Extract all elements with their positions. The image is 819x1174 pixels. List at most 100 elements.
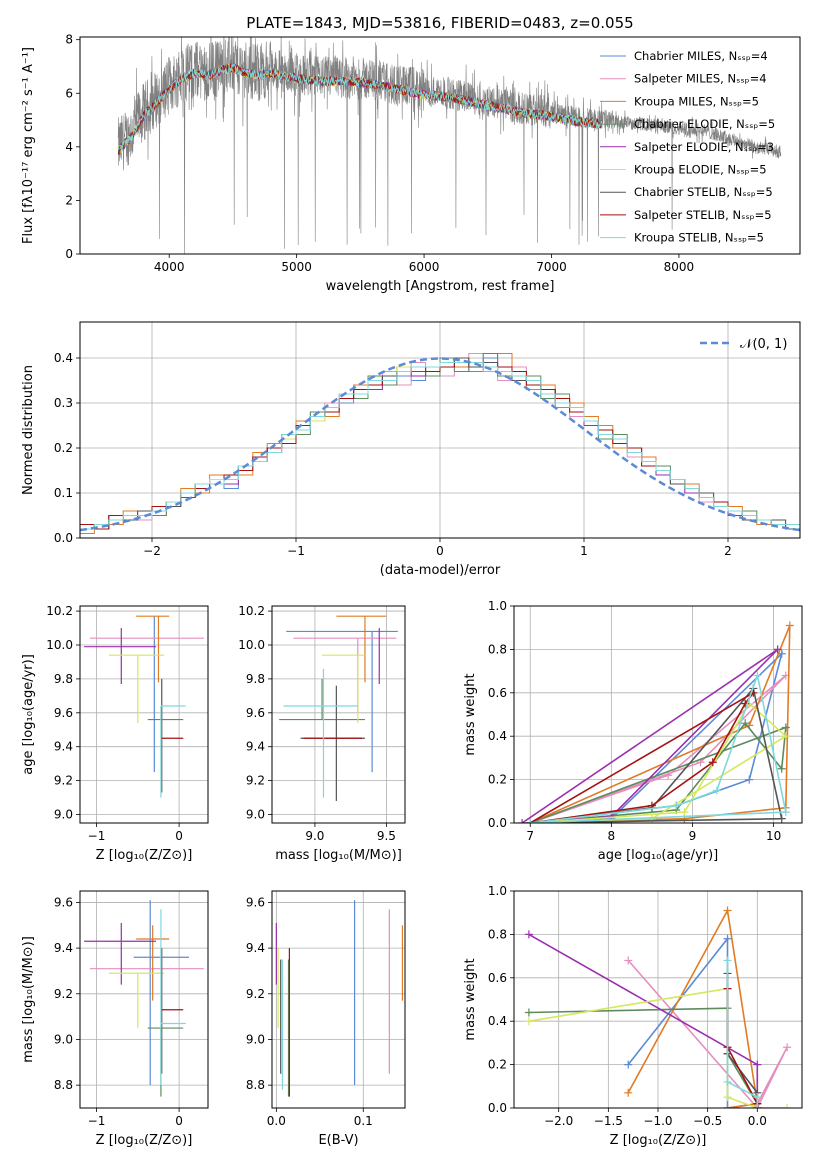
mass-weight-vs-age-ytick-label: 1.0 <box>488 599 507 613</box>
mass-weight-vs-age-ytick-label: 0.8 <box>488 642 507 656</box>
residual-histogram-frame <box>79 321 801 539</box>
mass-weight-vs-metallicity-plot-area <box>524 906 792 1108</box>
mass-weight-vs-metallicity-point <box>723 1104 732 1108</box>
age-vs-mass-ytick-label: 9.2 <box>246 774 265 788</box>
mass-weight-vs-age-point <box>680 808 689 817</box>
mass-weight-vs-age-point <box>777 814 786 823</box>
mass-vs-metallicity-ylabel: mass [log₁₀(M/M⊙)] <box>21 936 36 1063</box>
mass-weight-vs-metallicity-xtick-label: −1.0 <box>643 1114 672 1128</box>
age-vs-metallicity-ytick-label: 10.2 <box>46 604 73 618</box>
age-vs-metallicity-plot-area <box>84 615 204 798</box>
mass-weight-vs-age-series-line <box>529 721 787 823</box>
mass-weight-vs-metallicity-point <box>723 1077 732 1086</box>
mass-weight-vs-metallicity-ytick-label: 0.2 <box>488 1058 507 1072</box>
residual-histogram-plot-area <box>80 353 800 538</box>
mass-weight-vs-age-xtick-label: 8 <box>608 829 616 843</box>
age-vs-mass-ytick-label: 10.0 <box>238 638 265 652</box>
mass-weight-vs-age-point <box>745 775 754 784</box>
extinction-plot-area <box>275 900 403 1097</box>
extinction-xlabel: E(B-V) <box>318 1133 358 1148</box>
mass-weight-vs-metallicity-series-line <box>528 1007 759 1108</box>
age-vs-metallicity-ytick-label: 9.4 <box>54 740 73 754</box>
mass-weight-vs-age-point <box>781 732 790 741</box>
extinction-ytick-label: 8.8 <box>246 1078 265 1092</box>
spectrum-ytick-label: 2 <box>65 193 73 207</box>
mass-weight-vs-metallicity-xtick-label: 0.0 <box>748 1114 767 1128</box>
residual-histogram-ytick-label: 0.2 <box>54 441 73 455</box>
mass-weight-vs-age-ytick-label: 0.0 <box>488 816 507 830</box>
spectrum-legend-label: Chabrier STELIB, Nₛₛₚ=5 <box>634 185 773 199</box>
residual-histogram-ytick-label: 0.3 <box>54 396 73 410</box>
mass-weight-vs-age-point <box>672 801 681 810</box>
mass-weight-vs-metallicity-point <box>783 1043 792 1052</box>
mass-weight-vs-age-point <box>773 645 782 654</box>
mass-weight-vs-metallicity-point <box>783 1104 792 1108</box>
mass-weight-vs-age-point <box>777 764 786 773</box>
mass-weight-vs-age-ytick-label: 0.4 <box>488 729 507 743</box>
spectrum-legend-label: Salpeter MILES, Nₛₛₚ=4 <box>634 72 767 86</box>
mass-vs-metallicity-xtick-label: 0 <box>175 1114 183 1128</box>
spectrum-legend-label: Kroupa STELIB, Nₛₛₚ=5 <box>634 231 764 245</box>
spectrum-plot-area <box>117 37 782 254</box>
spectrum-model-line <box>117 64 603 152</box>
mass-weight-vs-age-ytick-label: 0.6 <box>488 686 507 700</box>
mass-weight-vs-metallicity-point <box>624 1060 633 1069</box>
mass-weight-vs-age-point <box>781 723 790 732</box>
mass-vs-metallicity-xlabel: Z [log₁₀(Z/Z⊙)] <box>96 1133 193 1148</box>
mass-weight-vs-metallicity-point <box>723 1093 732 1102</box>
age-vs-mass-xlabel: mass [log₁₀(M/M⊙)] <box>275 848 402 863</box>
mass-weight-vs-age-frame <box>513 605 803 824</box>
mass-weight-vs-metallicity-point <box>524 1017 533 1026</box>
mass-weight-vs-metallicity-series-line <box>726 960 759 1108</box>
residual-histogram-xtick-label: 2 <box>724 544 732 558</box>
mass-weight-vs-metallicity-point <box>624 1088 633 1097</box>
spectrum-legend-label: Chabrier ELODIE, Nₛₛₚ=5 <box>634 117 775 131</box>
residual-legend-label: 𝒩(0, 1) <box>740 337 787 352</box>
mass-weight-vs-metallicity-point <box>753 1060 762 1069</box>
residual-histogram-ytick-label: 0.0 <box>54 531 73 545</box>
mass-vs-metallicity-ytick-label: 9.0 <box>54 1032 73 1046</box>
extinction-ytick-label: 9.2 <box>246 987 265 1001</box>
spectrum-legend-label: Kroupa MILES, Nₛₛₚ=5 <box>634 94 759 108</box>
age-vs-metallicity-ytick-label: 10.0 <box>46 638 73 652</box>
extinction-xtick-label: 0.1 <box>354 1114 373 1128</box>
spectrum-legend-label: Salpeter STELIB, Nₛₛₚ=5 <box>634 208 772 222</box>
spectrum-ytick-label: 6 <box>65 86 73 100</box>
age-vs-mass-frame <box>271 605 406 824</box>
mass-weight-vs-age-xtick-label: 9 <box>689 829 697 843</box>
mass-weight-vs-metallicity-point <box>723 906 732 915</box>
gaussian-curve <box>80 357 800 532</box>
mass-weight-vs-metallicity-series-line <box>726 973 759 1108</box>
spectrum-legend-label: Chabrier MILES, Nₛₛₚ=4 <box>634 49 768 63</box>
mass-weight-vs-metallicity-ylabel: mass weight <box>463 958 478 1040</box>
age-vs-metallicity-frame <box>79 605 209 824</box>
spectrum-ytick-label: 8 <box>65 33 73 47</box>
mass-weight-vs-metallicity-point <box>524 1008 533 1017</box>
mass-weight-vs-metallicity-ytick-label: 0.0 <box>488 1101 507 1115</box>
mass-weight-vs-age-point <box>741 719 750 728</box>
age-vs-mass-xtick-label: 9.5 <box>377 829 396 843</box>
mass-weight-vs-age-xlabel: age [log₁₀(age/yr)] <box>598 848 719 863</box>
mass-weight-vs-metallicity-ytick-label: 0.8 <box>488 927 507 941</box>
spectrum-ylabel: Flux [fλ10⁻¹⁷ erg cm⁻² s⁻¹ A⁻¹] <box>21 47 36 244</box>
residual-histogram-ytick-label: 0.4 <box>54 351 73 365</box>
age-vs-mass-ytick-label: 9.6 <box>246 706 265 720</box>
mass-weight-vs-metallicity-point <box>753 1093 762 1102</box>
mass-weight-vs-age-point <box>518 819 527 823</box>
mass-weight-vs-metallicity-xtick-label: −2.0 <box>544 1114 573 1128</box>
mass-vs-metallicity-frame <box>79 890 209 1109</box>
age-vs-metallicity-ytick-label: 9.8 <box>54 672 73 686</box>
age-vs-metallicity-xtick-label: 0 <box>175 829 183 843</box>
age-vs-metallicity-ytick-label: 9.0 <box>54 808 73 822</box>
mass-weight-vs-age-point <box>708 758 717 767</box>
mass-weight-vs-age-point <box>785 621 794 630</box>
mass-weight-vs-age-point <box>526 819 535 823</box>
mass-weight-vs-metallicity-point <box>723 956 732 965</box>
mass-vs-metallicity-ytick-label: 9.2 <box>54 987 73 1001</box>
mass-weight-vs-metallicity-xtick-label: −1.5 <box>594 1114 623 1128</box>
mass-weight-vs-age-point <box>664 771 673 780</box>
age-vs-metallicity-ytick-label: 9.6 <box>54 706 73 720</box>
mass-weight-vs-metallicity-series-line <box>627 936 759 1108</box>
